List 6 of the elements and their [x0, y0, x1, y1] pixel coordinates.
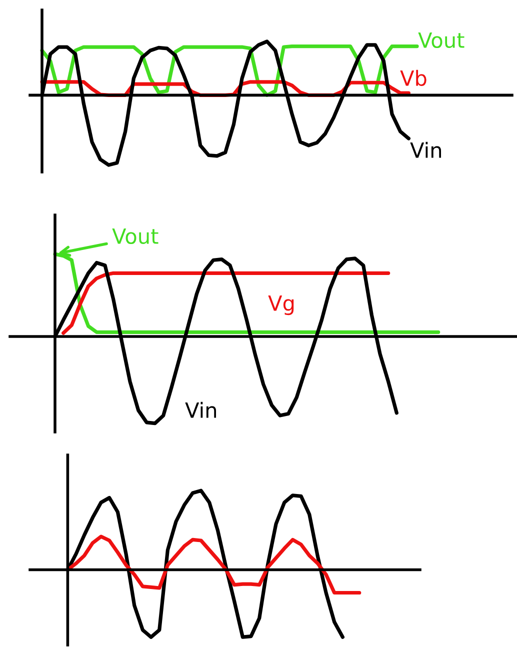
series-label: Vg — [268, 296, 294, 316]
series-label: Vout — [418, 32, 464, 48]
series-label: Vin — [410, 142, 442, 158]
legend-label: Vout — [112, 228, 158, 244]
series-label: Vin — [185, 402, 216, 418]
series-label: Vb — [400, 70, 426, 86]
